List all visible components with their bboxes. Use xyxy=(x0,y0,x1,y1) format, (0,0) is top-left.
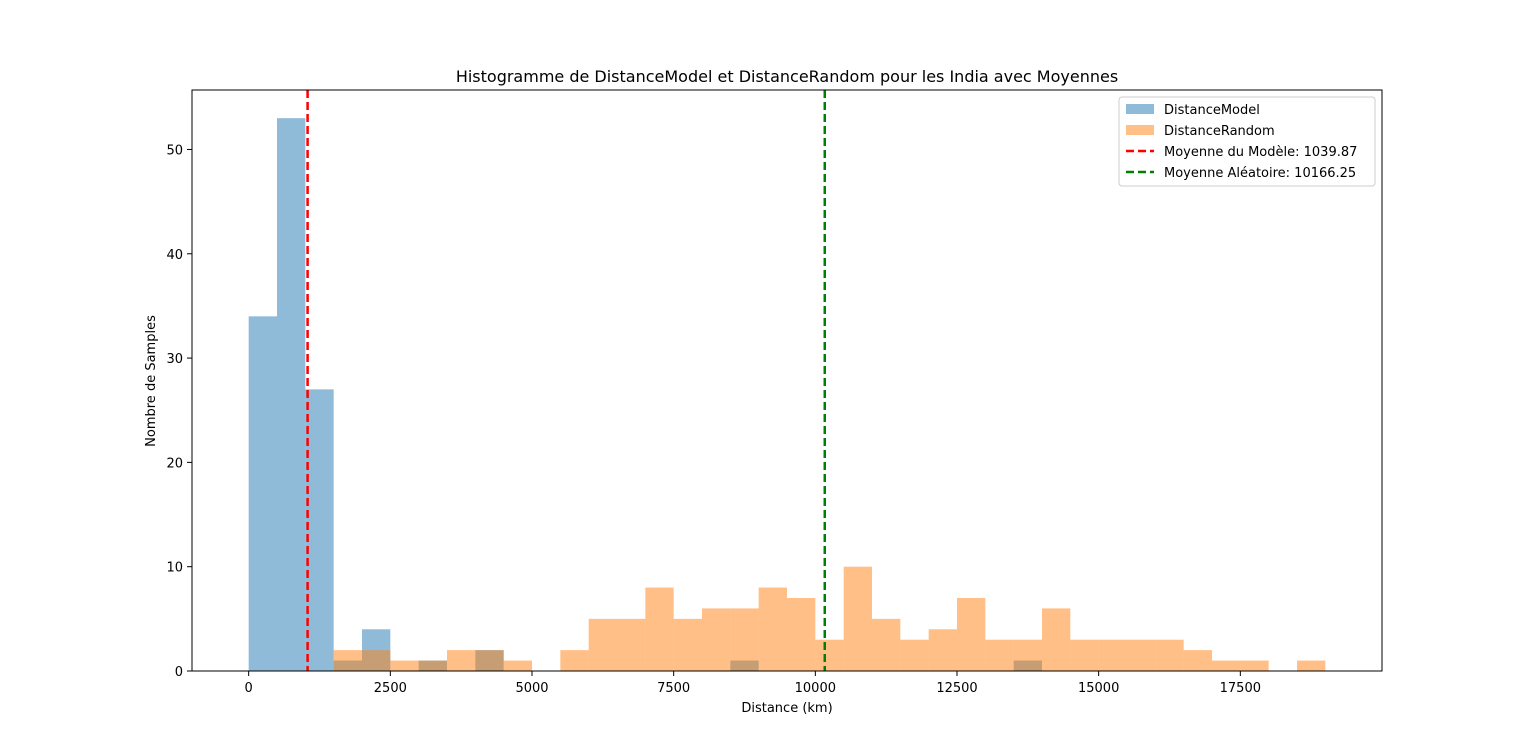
y-axis-label: Nombre de Samples xyxy=(144,315,159,447)
bar-distancerandom-18 xyxy=(872,618,901,671)
x-tick-label: 10000 xyxy=(795,681,836,696)
bar-distancerandom-12 xyxy=(702,608,731,671)
bar-distancerandom-17 xyxy=(843,566,872,671)
bar-distancerandom-27 xyxy=(1127,639,1156,671)
bar-distancemodel-2 xyxy=(305,389,334,671)
bar-distancerandom-24 xyxy=(1042,608,1071,671)
bar-distancerandom-28 xyxy=(1155,639,1184,671)
bar-distancerandom-30 xyxy=(1212,660,1241,671)
legend-swatch-0 xyxy=(1126,104,1154,114)
bar-distancerandom-4 xyxy=(447,650,476,671)
x-tick-label: 2500 xyxy=(374,681,407,696)
bar-distancerandom-23 xyxy=(1013,639,1042,671)
bar-distancerandom-9 xyxy=(617,618,646,671)
legend-box xyxy=(1118,96,1376,187)
x-tick-label: 5000 xyxy=(515,681,548,696)
y-tick-label: 20 xyxy=(166,456,183,471)
bar-distancerandom-5 xyxy=(475,650,504,671)
bar-distancerandom-0 xyxy=(333,650,362,671)
bar-distancerandom-29 xyxy=(1183,650,1212,671)
bar-distancerandom-15 xyxy=(787,597,816,671)
bar-distancerandom-2 xyxy=(390,660,419,671)
y-tick-label: 40 xyxy=(166,248,183,263)
bars-layer xyxy=(248,118,1326,671)
y-tick-label: 30 xyxy=(166,352,183,367)
y-axis-ticks: 0 10 20 30 40 50 xyxy=(166,143,192,680)
bar-distancerandom-1 xyxy=(362,650,391,671)
bar-distancerandom-25 xyxy=(1070,639,1099,671)
x-axis-ticks: 0 2500 5000 7500 10000 12500 15000 17500 xyxy=(245,671,1261,696)
mean-lines-layer xyxy=(306,90,827,671)
legend-swatch-1 xyxy=(1126,125,1154,135)
y-tick-label: 50 xyxy=(166,143,183,158)
y-tick-label: 0 xyxy=(175,665,183,680)
x-tick-label: 7500 xyxy=(657,681,690,696)
bar-distancerandom-16 xyxy=(815,639,844,671)
plot-frame xyxy=(191,89,1383,672)
bar-distancemodel-0 xyxy=(248,316,277,671)
y-tick-label: 10 xyxy=(166,561,183,576)
bar-distancerandom-26 xyxy=(1098,639,1127,671)
bar-distancerandom-20 xyxy=(928,629,957,671)
chart-title: Histogramme de DistanceModel et Distance… xyxy=(456,67,1118,86)
bar-distancerandom-14 xyxy=(758,587,787,671)
x-tick-label: 12500 xyxy=(936,681,977,696)
bar-distancerandom-13 xyxy=(730,608,759,671)
bar-distancerandom-19 xyxy=(900,639,929,671)
bar-distancerandom-7 xyxy=(560,650,589,671)
legend-label-1: DistanceRandom xyxy=(1164,124,1275,139)
x-axis-label: Distance (km) xyxy=(741,701,832,716)
x-tick-label: 17500 xyxy=(1220,681,1261,696)
bar-distancerandom-8 xyxy=(588,618,617,671)
bar-distancemodel-1 xyxy=(277,118,306,671)
bar-distancerandom-21 xyxy=(957,597,986,671)
bar-distancerandom-32 xyxy=(1297,660,1326,671)
bar-distancerandom-3 xyxy=(418,660,447,671)
legend-label-3: Moyenne Aléatoire: 10166.25 xyxy=(1164,166,1356,181)
bar-distancerandom-11 xyxy=(673,618,702,671)
bar-distancerandom-10 xyxy=(645,587,674,671)
chart-legend: DistanceModel DistanceRandom Moyenne du Mo… xyxy=(1118,96,1376,187)
bar-distancerandom-22 xyxy=(985,639,1014,671)
legend-label-0: DistanceModel xyxy=(1164,103,1260,118)
x-tick-label: 15000 xyxy=(1078,681,1119,696)
x-tick-label: 0 xyxy=(245,681,253,696)
bar-distancerandom-31 xyxy=(1240,660,1269,671)
legend-label-2: Moyenne du Modèle: 1039.87 xyxy=(1164,145,1357,160)
bar-distancerandom-6 xyxy=(503,660,532,671)
